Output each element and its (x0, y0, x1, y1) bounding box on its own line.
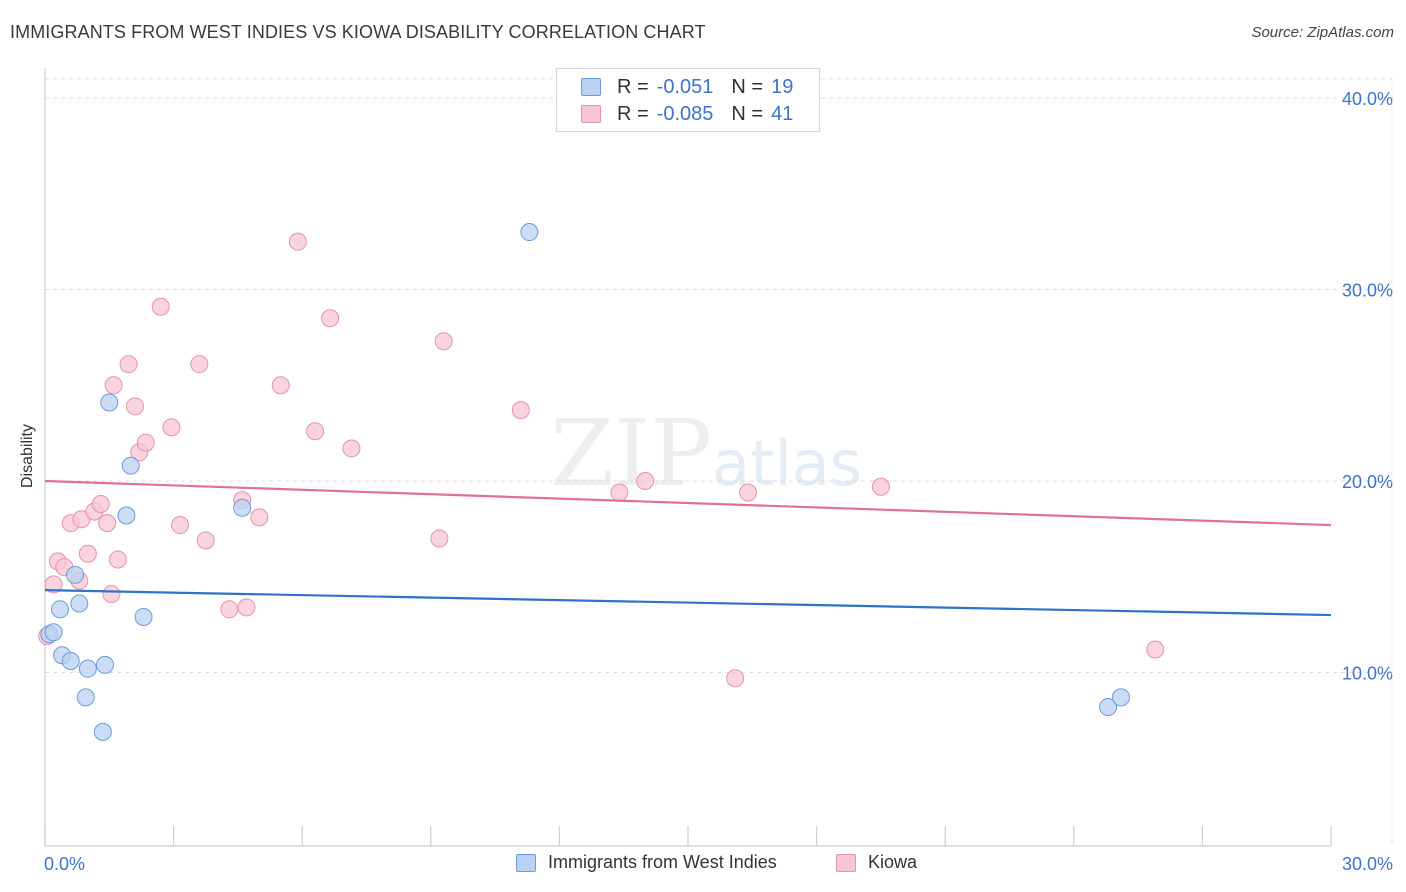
watermark: ZIPatlas (550, 400, 862, 507)
kiowa-point (136, 433, 155, 452)
chart-title: IMMIGRANTS FROM WEST INDIES VS KIOWA DIS… (10, 22, 706, 42)
kiowa-point (190, 355, 209, 374)
kiowa-point (250, 508, 269, 527)
r-value: -0.051 (656, 75, 714, 98)
n-value: 41 (771, 102, 794, 125)
kiowa-point (434, 332, 453, 351)
kiowa-point (739, 483, 758, 502)
west-indies-point (100, 393, 119, 412)
kiowa-point (44, 575, 63, 594)
west-indies-point (117, 506, 136, 525)
kiowa-point (306, 422, 325, 441)
west-indies-point (233, 498, 252, 517)
kiowa-point (321, 309, 340, 328)
west-indies-point (134, 607, 153, 626)
west-indies-point (121, 456, 140, 475)
kiowa-point (726, 669, 745, 688)
kiowa-point (342, 439, 361, 458)
r-label: R = (617, 102, 649, 125)
kiowa-point (162, 418, 181, 437)
y-tick-label: 30.0% (1342, 281, 1393, 301)
west-indies-point (70, 594, 89, 613)
n-label: N = (731, 75, 764, 98)
legend-item-west-indies[interactable]: Immigrants from West Indies (516, 852, 777, 873)
y-tick-label: 40.0% (1342, 89, 1393, 109)
west-indies-point (520, 223, 539, 242)
west-indies-trend-line (44, 589, 1332, 617)
west-indies-point (61, 652, 80, 671)
west-indies-point (96, 655, 115, 674)
kiowa-point (78, 544, 97, 563)
kiowa-point (171, 516, 190, 535)
n-label: N = (731, 102, 764, 125)
kiowa-point (220, 600, 239, 619)
west-indies-point (66, 565, 85, 584)
r-label: R = (617, 75, 649, 98)
kiowa-point (288, 232, 307, 251)
correlation-legend: R = -0.051 N = 19 R = -0.085 N = 41 (556, 68, 820, 132)
kiowa-point (636, 472, 655, 490)
watermark-atlas: atlas (712, 427, 862, 500)
west-indies-point (93, 722, 112, 741)
west-indies-point (1111, 688, 1130, 707)
kiowa-legend-swatch (836, 853, 856, 872)
west-indies-point (51, 600, 70, 619)
y-tick-label: 10.0% (1342, 664, 1393, 684)
west-indies-point (76, 688, 95, 707)
x-tick-label: 0.0% (44, 854, 85, 874)
west-indies-legend-label: Immigrants from West Indies (548, 852, 777, 872)
kiowa-point (610, 483, 629, 502)
west-indies-point (44, 623, 63, 642)
kiowa-point (151, 297, 170, 316)
kiowa-point (102, 584, 121, 603)
kiowa-point (104, 376, 123, 395)
west-indies-swatch (581, 78, 601, 96)
kiowa-point (430, 529, 449, 548)
kiowa-point (108, 550, 127, 569)
kiowa-point (98, 514, 117, 533)
kiowa-legend-label: Kiowa (868, 852, 918, 872)
kiowa-point (871, 477, 890, 496)
legend-row-west-indies: R = -0.051 N = 19 (581, 75, 793, 99)
west-indies-legend-swatch (516, 853, 536, 872)
kiowa-point (271, 376, 290, 395)
legend-item-kiowa[interactable]: Kiowa (836, 852, 917, 873)
kiowa-swatch (581, 105, 601, 123)
kiowa-point (119, 355, 138, 374)
series-legend: Immigrants from West Indies Kiowa (0, 852, 1406, 878)
source-attribution: Source: ZipAtlas.com (1251, 24, 1394, 41)
watermark-zip: ZIP (550, 400, 713, 507)
x-tick-label: 30.0% (1342, 854, 1393, 874)
r-value: -0.085 (656, 102, 714, 125)
kiowa-point (91, 494, 110, 513)
y-tick-label: 20.0% (1342, 472, 1393, 492)
kiowa-trend-line (44, 479, 1332, 527)
west-indies-point (78, 659, 97, 678)
kiowa-point (196, 531, 215, 550)
west-indies-point (1099, 697, 1118, 716)
kiowa-point (1146, 640, 1165, 659)
kiowa-point (237, 598, 256, 617)
kiowa-point (511, 401, 530, 420)
legend-row-kiowa: R = -0.085 N = 41 (581, 102, 793, 126)
kiowa-point (126, 397, 145, 416)
n-value: 19 (771, 75, 794, 98)
